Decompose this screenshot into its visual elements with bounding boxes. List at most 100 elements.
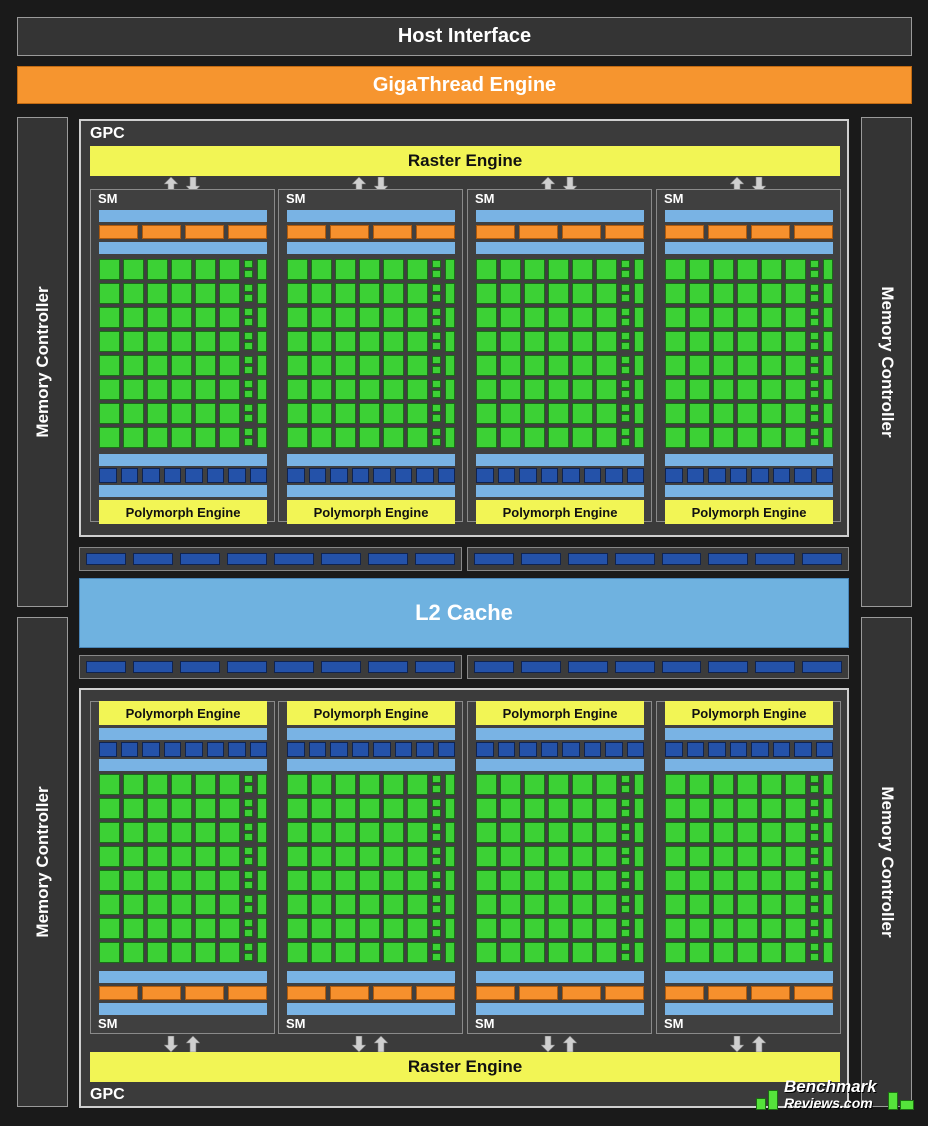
- sfu-unit: [621, 895, 630, 903]
- sfu-unit: [244, 833, 253, 841]
- cuda-core: [524, 942, 545, 963]
- polymorph-engine-label: Polymorph Engine: [502, 504, 618, 520]
- cuda-core: [737, 918, 758, 939]
- cuda-core: [445, 798, 455, 819]
- cuda-core: [713, 942, 734, 963]
- cuda-core: [713, 307, 734, 328]
- cuda-core: [407, 427, 428, 448]
- sfu-unit: [432, 833, 441, 841]
- cuda-core: [548, 918, 569, 939]
- cuda-core: [99, 846, 120, 867]
- sfu-unit: [432, 308, 441, 316]
- cuda-core: [761, 942, 782, 963]
- dispatch-unit: [330, 225, 369, 239]
- cuda-core-grid: [99, 259, 267, 451]
- cuda-core: [596, 870, 617, 891]
- load-store-unit: [373, 468, 391, 483]
- sfu-unit: [244, 390, 253, 398]
- load-store-unit: [665, 742, 683, 757]
- dispatch-units: [287, 986, 455, 1000]
- cuda-core: [219, 283, 240, 304]
- cuda-core: [287, 283, 308, 304]
- dispatch-units: [99, 225, 267, 239]
- sfu-unit: [244, 857, 253, 865]
- cuda-core: [476, 846, 497, 867]
- l2-cache: L2 Cache: [79, 578, 849, 648]
- cuda-core: [287, 331, 308, 352]
- load-store-unit: [686, 468, 704, 483]
- cuda-core: [596, 283, 617, 304]
- cuda-core: [713, 894, 734, 915]
- cuda-core: [445, 379, 455, 400]
- sfu-unit: [244, 943, 253, 951]
- cache-bar: [665, 242, 833, 254]
- cuda-core: [689, 403, 710, 424]
- load-store-unit: [772, 468, 790, 483]
- cuda-core: [445, 774, 455, 795]
- sfu-unit: [244, 270, 253, 278]
- sm-unit: SM Polymorph Engine: [656, 189, 841, 524]
- cuda-core: [335, 846, 356, 867]
- cuda-core: [737, 427, 758, 448]
- cuda-core: [785, 942, 806, 963]
- cuda-core: [785, 798, 806, 819]
- cuda-core: [572, 798, 593, 819]
- cuda-core: [147, 427, 168, 448]
- cuda-core: [171, 259, 192, 280]
- sfu-unit: [810, 342, 819, 350]
- memory-controller-left-top: Memory Controller: [17, 117, 68, 607]
- cuda-core: [219, 846, 240, 867]
- cuda-core: [195, 427, 216, 448]
- cuda-core: [823, 379, 833, 400]
- sm-unit: SM Polymorph Engine: [278, 701, 463, 1034]
- load-store-units: [99, 468, 267, 483]
- cuda-core: [785, 427, 806, 448]
- cuda-core: [500, 798, 521, 819]
- cuda-core: [99, 331, 120, 352]
- polymorph-engine: Polymorph Engine: [476, 701, 644, 725]
- cuda-core: [665, 798, 686, 819]
- load-store-unit: [249, 742, 267, 757]
- sfu-unit: [244, 332, 253, 340]
- cuda-core: [359, 355, 380, 376]
- cuda-core: [823, 846, 833, 867]
- cuda-core: [147, 403, 168, 424]
- cuda-core: [311, 379, 332, 400]
- cuda-core: [665, 379, 686, 400]
- load-store-unit: [308, 742, 326, 757]
- sfu-unit: [432, 428, 441, 436]
- sfu-unit: [621, 318, 630, 326]
- cuda-core: [123, 355, 144, 376]
- cuda-core: [123, 427, 144, 448]
- cuda-core: [823, 403, 833, 424]
- dispatch-unit: [519, 225, 558, 239]
- load-store-unit: [287, 742, 305, 757]
- load-store-unit: [228, 468, 246, 483]
- cuda-core: [548, 259, 569, 280]
- sfu-unit: [432, 404, 441, 412]
- cuda-core: [99, 942, 120, 963]
- cuda-core: [383, 918, 404, 939]
- cuda-core: [171, 822, 192, 843]
- load-store-units: [476, 468, 644, 483]
- load-store-unit: [249, 468, 267, 483]
- cuda-core: [634, 942, 644, 963]
- cuda-core: [713, 870, 734, 891]
- sfu-unit: [432, 919, 441, 927]
- sfu-unit: [621, 270, 630, 278]
- sfu-unit: [432, 284, 441, 292]
- cuda-core: [572, 427, 593, 448]
- logo-line2: Reviews.com: [784, 1095, 873, 1111]
- cuda-core: [311, 822, 332, 843]
- cuda-core: [713, 846, 734, 867]
- cuda-core: [171, 331, 192, 352]
- cuda-core: [195, 870, 216, 891]
- memory-controller-left-bottom: Memory Controller: [17, 617, 68, 1107]
- cuda-core: [823, 774, 833, 795]
- sfu-unit: [810, 380, 819, 388]
- cuda-core: [737, 774, 758, 795]
- cuda-core: [634, 870, 644, 891]
- cuda-core: [785, 331, 806, 352]
- load-store-unit: [729, 742, 747, 757]
- cuda-core: [761, 283, 782, 304]
